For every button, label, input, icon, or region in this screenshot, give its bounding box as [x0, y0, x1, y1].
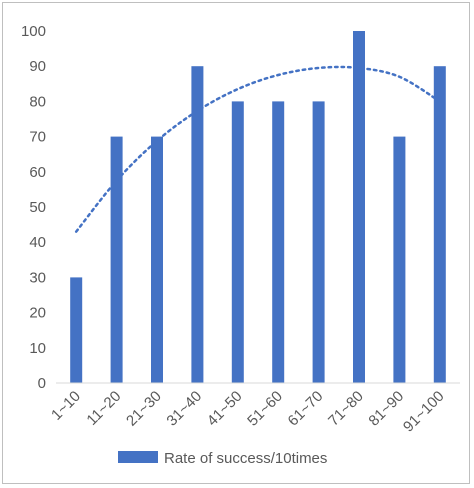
legend: Rate of success/10times: [118, 450, 327, 467]
legend-swatch: [118, 451, 158, 463]
bar: [353, 31, 365, 383]
x-tick-label: 51~60: [244, 388, 286, 430]
bar: [312, 101, 325, 384]
bar: [272, 101, 285, 384]
x-tick-label: 1~10: [48, 388, 84, 424]
bar: [70, 277, 83, 383]
y-tick-label: 90: [29, 58, 46, 75]
x-tick-label: 91~100: [400, 388, 448, 436]
x-tick-label: 71~80: [325, 388, 367, 430]
x-tick-label: 61~70: [285, 388, 327, 430]
bar: [433, 66, 446, 383]
y-tick-label: 20: [29, 305, 46, 322]
y-tick-label: 80: [29, 93, 46, 110]
y-tick-label: 100: [21, 23, 46, 40]
y-tick-label: 0: [38, 375, 46, 392]
x-tick-label: 31~40: [163, 388, 205, 430]
bar: [231, 101, 244, 384]
y-tick-label: 50: [29, 199, 46, 216]
y-tick-label: 30: [29, 269, 46, 286]
bar: [191, 66, 204, 383]
x-tick-label: 41~50: [204, 388, 246, 430]
bar: [393, 136, 406, 383]
bar: [151, 136, 163, 383]
legend-label: Rate of success/10times: [164, 450, 327, 467]
x-tick-label: 11~20: [83, 388, 124, 429]
y-tick-label: 70: [29, 129, 46, 146]
y-tick-label: 10: [29, 340, 46, 357]
x-axis-ticks: 1~10 11~2021~3031~4041~5051~6061~7071~808…: [48, 388, 448, 436]
y-tick-label: 60: [29, 164, 46, 181]
bar: [110, 136, 123, 383]
x-tick-label: 21~30: [123, 388, 165, 430]
trendline: [74, 65, 442, 233]
y-tick-label: 40: [29, 234, 46, 251]
bars: [70, 31, 446, 384]
y-axis-ticks: 0 10 20 30 40 50 60 70 80 90 100: [21, 23, 46, 392]
